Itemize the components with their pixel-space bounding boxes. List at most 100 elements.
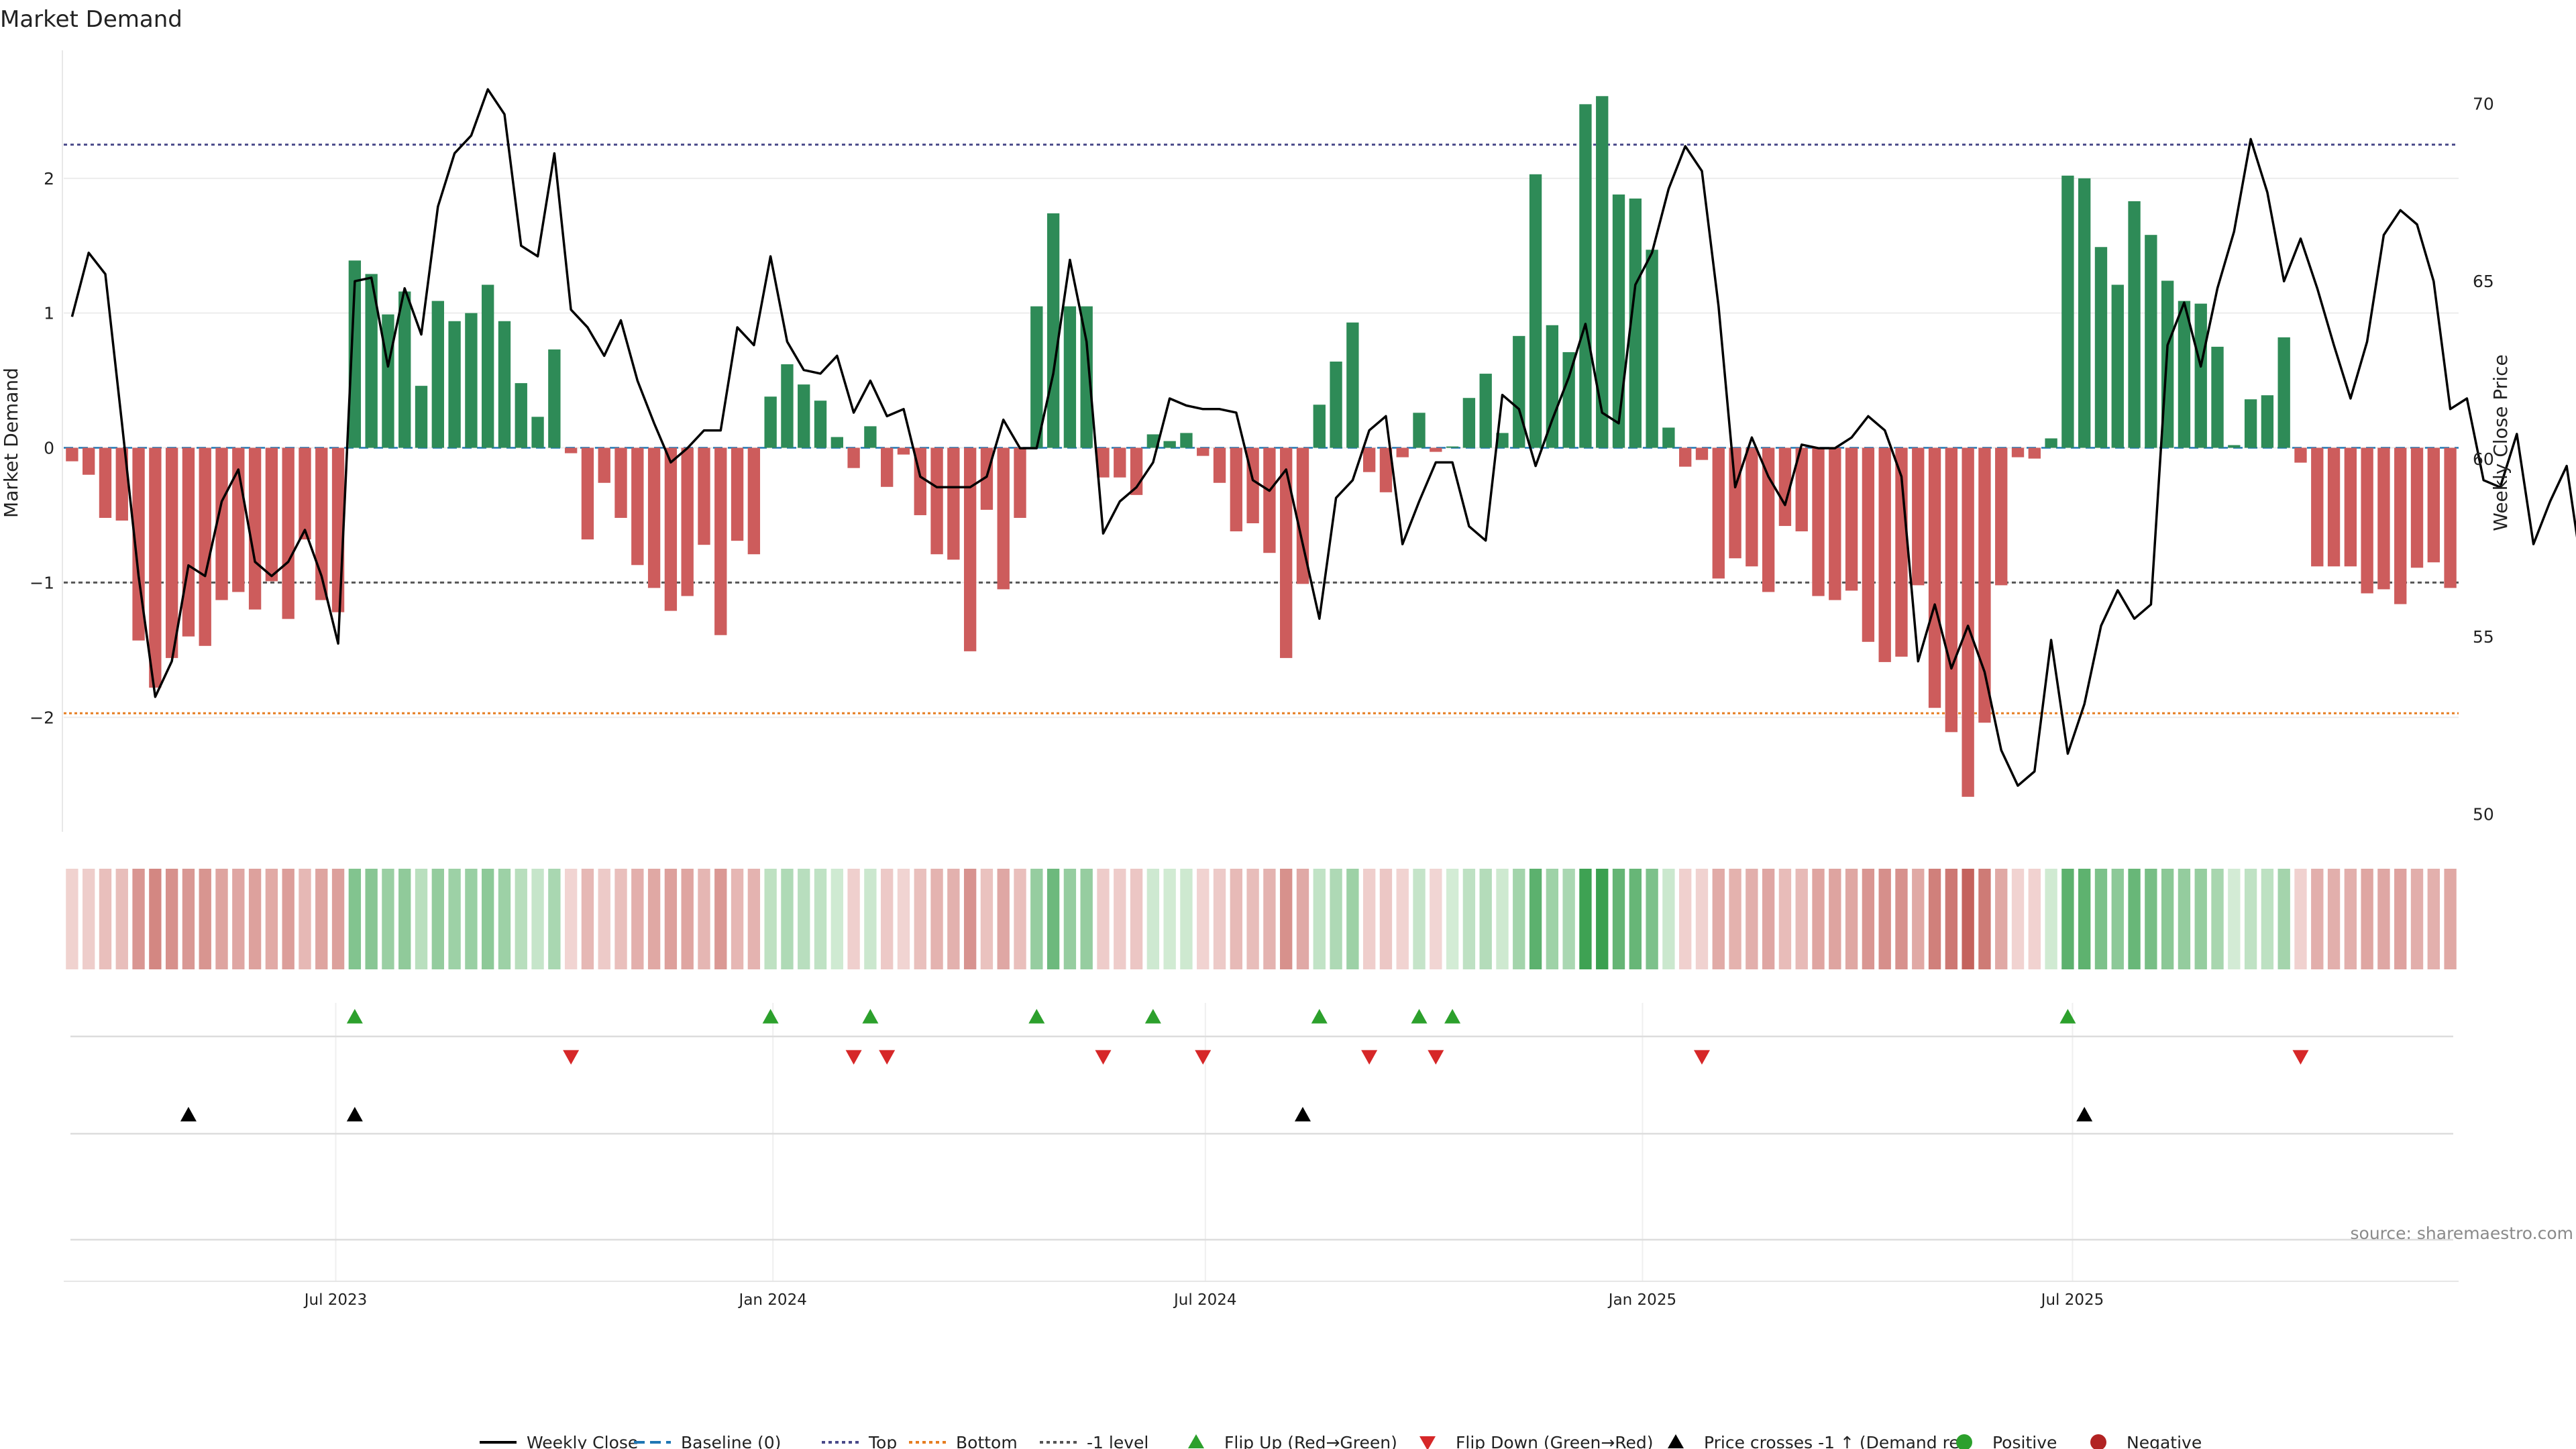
heat-cell [647,869,661,969]
demand-bar [1362,447,1376,472]
demand-bar [2444,447,2457,588]
demand-bar [1995,447,2008,586]
demand-bar [1146,434,1160,448]
heat-cell [365,869,378,969]
demand-bar [2078,178,2091,448]
demand-bar [1413,413,1426,448]
heat-cell [1080,869,1093,969]
heat-cell [2178,869,2191,969]
demand-bar [1862,447,1875,642]
flip-down-marker [2292,1050,2309,1065]
heat-cell [847,869,860,969]
demand-bar [1430,447,1442,452]
demand-bar [1063,306,1077,448]
heat-cell [598,869,610,969]
heat-cell [1862,869,1875,969]
legend-item: Price crosses -1 ↑ (Demand ref) [1668,1433,1972,1449]
flip-down-marker [1095,1050,1112,1065]
heat-cell [515,869,527,969]
price-cross-marker [2076,1107,2093,1122]
close-line-layer [70,88,2576,787]
demand-bar [2128,201,2141,448]
price-cross-marker [346,1107,363,1122]
demand-bar [1579,104,1592,448]
heat-cell [2377,869,2390,969]
demand-bar [548,349,561,448]
heat-cell [1679,869,1692,969]
demand-bar [348,260,362,448]
heat-cell [1529,869,1542,969]
demand-bar [2178,301,2191,448]
heat-cell [2128,869,2141,969]
legend-item: Baseline (0) [634,1433,781,1449]
heat-cell [1130,869,1143,969]
demand-bar [814,400,827,448]
demand-bar [963,447,977,651]
demand-bar [1679,447,1692,467]
heat-cell [1362,869,1376,969]
heat-cell [1014,869,1026,969]
legend-icon-triangle-up [1668,1434,1684,1448]
heat-cell [764,869,777,969]
demand-bar [1529,174,1542,448]
heat-cell [1945,869,1958,969]
heat-cell [2061,869,2074,969]
demand-bar [2327,447,2341,567]
legend-item: Positive [1956,1433,2057,1449]
demand-bar [1296,447,1309,584]
heat-cell [2410,869,2424,969]
demand-bar [947,447,960,560]
demand-bar [431,301,444,448]
heat-cell [963,869,977,969]
flip-up-marker [1411,1009,1428,1024]
demand-bar [2244,399,2257,448]
x-tick-date: Jul 2023 [303,1291,368,1309]
heat-cell [331,869,345,969]
demand-bar [248,447,262,610]
heat-cell [232,869,245,969]
demand-bar [115,447,128,521]
y-axis-right-label: Weekly Close Price [2489,354,2512,531]
heat-cell [1695,869,1709,969]
demand-bar [1646,250,1658,448]
heat-cell [1995,869,2008,969]
demand-bar [798,384,810,448]
heat-cell [1097,869,1110,969]
heat-cell [698,869,710,969]
demand-bar [2228,445,2241,448]
heat-cell [2361,869,2373,969]
demand-bar [1829,447,1841,600]
heat-cell [781,869,794,969]
heat-cell [747,869,761,969]
demand-bar [1912,447,1925,586]
demand-bars [66,96,2457,797]
heat-cell [182,869,195,969]
y-tick-left: 2 [44,169,54,189]
demand-bar [465,313,478,448]
demand-bar [2028,447,2041,459]
demand-bar [2410,447,2424,568]
heat-cell [1546,869,1559,969]
demand-bar [1795,447,1808,532]
heat-cell [1496,869,1509,969]
legend-item: Bottom [909,1433,1018,1449]
demand-bar [2377,447,2390,590]
heat-cell [947,869,960,969]
heat-cell [1413,869,1426,969]
legend-item: Flip Down (Green→Red) [1419,1433,1654,1449]
demand-bar [415,386,428,448]
demand-bar [315,447,328,600]
demand-bar [747,447,761,555]
heat-cell [2194,869,2207,969]
demand-bar [1629,198,1642,448]
heat-cell [2444,869,2457,969]
demand-bar [265,447,278,582]
heat-cell [531,869,544,969]
heat-cell [830,869,843,969]
demand-bar [1114,447,1126,478]
heat-cell [1629,869,1642,969]
demand-bar [698,447,710,545]
heat-cell [1180,869,1193,969]
demand-bar [1695,447,1709,460]
heat-cell [99,869,112,969]
